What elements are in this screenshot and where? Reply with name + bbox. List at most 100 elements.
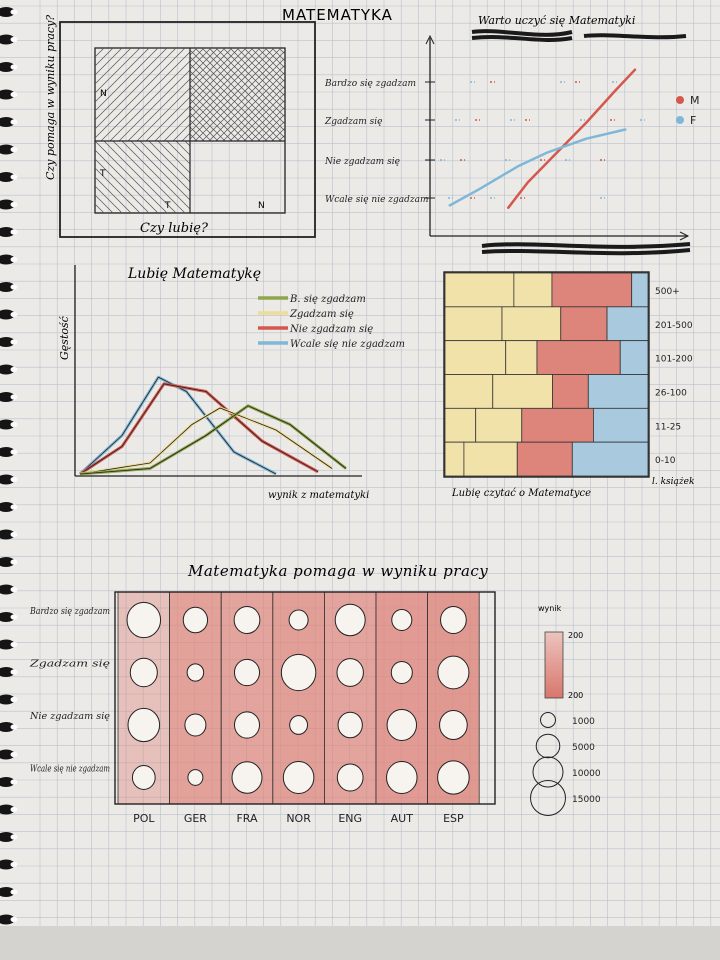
hatch-line: [95, 194, 114, 213]
binding-hole: [10, 861, 18, 868]
binding-ring: [0, 584, 15, 595]
hatch-line: [264, 48, 285, 69]
page-title: MATEMATYKA: [282, 6, 393, 24]
binding-hole: [10, 9, 18, 15]
quadrant-xtick-t: T: [164, 201, 171, 211]
binding-hole: [10, 174, 18, 180]
bubble-legend-circle-3: [530, 780, 566, 816]
binding-ring: [0, 832, 15, 842]
quadrant-outer-frame: [59, 21, 316, 238]
binding-hole: [10, 394, 18, 400]
binding-hole: [10, 36, 18, 43]
bubble-legend-gradient: [544, 631, 564, 699]
bubble-circle: [186, 663, 205, 682]
hatch-line: [95, 48, 168, 121]
hatch-line: [95, 185, 123, 213]
density-legend: B. się zgadzam Zgadzam się Nie zgadzam się…: [258, 294, 405, 350]
worth-category-1: Zgadzam się: [324, 117, 382, 127]
binding-ring: [0, 172, 15, 182]
bubble-country-labels: POL GER FRA NOR ENG AUT ESP: [133, 812, 464, 825]
hatch-line: [166, 141, 190, 165]
binding-ring: [0, 474, 15, 485]
bubble-circle: [233, 658, 261, 687]
worth-title: Warto uczyć się Matematyki: [478, 14, 635, 27]
hatch-line: [95, 149, 159, 213]
hatch-line: [95, 48, 114, 67]
density-title: Lubię Matematykę: [127, 266, 261, 282]
binding-ring: [0, 529, 15, 540]
binding-ring: [0, 419, 15, 430]
density-legend-label-2: Nie zgadzam się: [289, 324, 373, 335]
bubble-agreement-3: Wcale się nie zgadzam: [30, 765, 110, 775]
worth-legend-swatch-M: [676, 96, 684, 104]
binding-hole: [10, 696, 18, 703]
density-curve-outline-1: [79, 407, 333, 475]
hatch-line: [190, 105, 226, 141]
binding-ring: [0, 337, 15, 347]
binding-hole: [10, 91, 18, 98]
binding-hole: [10, 916, 18, 923]
density-ylabel: Gęstość: [58, 315, 71, 360]
worth-category-2: Nie zgadzam się: [324, 157, 400, 167]
books-bar-4-seg-3: [593, 407, 649, 443]
bubble-circle: [437, 655, 470, 690]
hatch-line: [95, 48, 177, 130]
books-bar-2-seg-1: [505, 340, 538, 375]
books-bar-5-seg-0: [444, 441, 465, 477]
bubble-circle: [127, 707, 161, 743]
hatch-line: [154, 105, 190, 141]
hatch-line: [95, 48, 123, 76]
books-bar-4-seg-0: [444, 407, 477, 443]
hatch-line: [95, 48, 132, 85]
binding-hole: [10, 119, 18, 125]
density-legend-label-3: Wcale się nie zgadzam: [290, 339, 405, 350]
hatch-line: [95, 48, 159, 112]
binding-hole: [10, 889, 18, 895]
worth-dots: [440, 81, 645, 199]
binding-ring: [0, 667, 15, 677]
binding-hole: [10, 256, 18, 263]
binding-ring: [0, 639, 15, 650]
hatch-line: [157, 141, 190, 174]
binding-ring: [0, 7, 15, 17]
hatch-line: [190, 112, 219, 141]
binding-ring: [0, 89, 15, 100]
bubble-circle: [337, 711, 363, 739]
bubble-country-GER: GER: [184, 812, 207, 825]
binding-hole: [10, 724, 18, 730]
hatch-line: [190, 48, 212, 70]
binding-hole: [10, 531, 18, 538]
quadrant-ylabel: Czy pomaga w wyniku pracy?: [44, 15, 57, 180]
hatch-line: [201, 48, 285, 132]
bubble-legend-circle-1: [535, 733, 561, 759]
books-title: Lubię czytać o Matematyce: [451, 488, 591, 499]
bubble-circle: [386, 760, 418, 795]
hatch-line: [190, 119, 212, 141]
hatch-line: [109, 60, 190, 141]
books-bar-3-seg-0: [444, 374, 494, 409]
binding-ring: [0, 227, 15, 237]
books-bar-0-seg-0: [444, 272, 515, 308]
bubble-country-ESP: ESP: [443, 812, 464, 825]
bubble-circle: [280, 653, 317, 692]
bubble-circle: [126, 601, 162, 639]
quadrant-chart: Czy lubię? Czy pomaga w wyniku pracy? T …: [44, 15, 316, 238]
binding-hole: [10, 421, 18, 428]
books-category-2: 101-200: [655, 355, 693, 365]
hatch-line: [103, 141, 177, 213]
hatch-line: [190, 77, 254, 141]
hatch-line: [229, 48, 285, 104]
hatch-line: [95, 176, 132, 213]
hatch-line: [95, 167, 141, 213]
hatch-bl-lines: [95, 141, 190, 213]
hatch-line: [257, 113, 285, 141]
hatch-line: [136, 87, 190, 141]
density-curve-outline-2: [79, 383, 319, 475]
bubble-circle: [289, 715, 309, 735]
bubble-agreement-label-2: Nie zgadzam się: [29, 712, 110, 722]
hatch-line: [95, 158, 150, 213]
binding-hole: [10, 229, 18, 235]
bubble-legend-circle-2: [532, 756, 564, 788]
worth-bottom-scribble: [481, 242, 691, 256]
books-frame: [443, 271, 650, 478]
